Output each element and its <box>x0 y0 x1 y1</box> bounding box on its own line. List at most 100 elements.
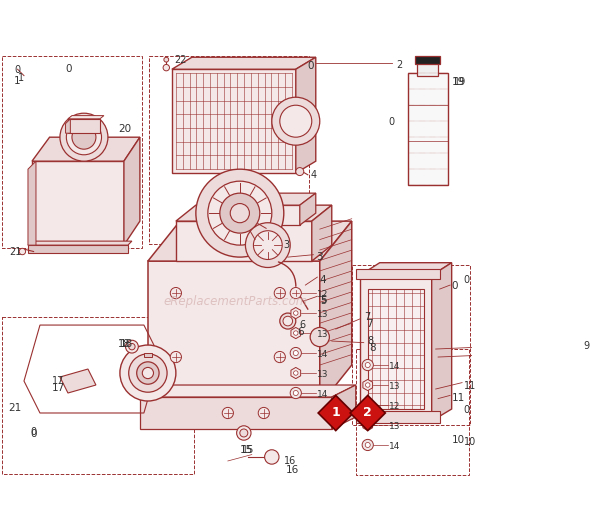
Bar <box>2 317 194 474</box>
Circle shape <box>137 362 159 384</box>
Circle shape <box>293 390 299 396</box>
Circle shape <box>129 344 135 350</box>
Text: 5: 5 <box>320 295 326 305</box>
Text: 0: 0 <box>14 65 21 75</box>
Circle shape <box>171 287 182 298</box>
Polygon shape <box>291 307 301 319</box>
Circle shape <box>142 367 153 379</box>
Polygon shape <box>204 205 300 225</box>
Polygon shape <box>291 367 301 379</box>
Circle shape <box>19 249 25 255</box>
Text: 1: 1 <box>332 407 340 419</box>
Text: 14: 14 <box>389 362 401 371</box>
Circle shape <box>230 203 250 222</box>
Text: 17: 17 <box>52 383 65 392</box>
Text: 0: 0 <box>464 276 470 286</box>
Text: 16: 16 <box>284 456 296 466</box>
Text: 14: 14 <box>317 390 329 399</box>
Polygon shape <box>415 56 441 64</box>
Circle shape <box>362 359 373 371</box>
Text: 1: 1 <box>14 75 21 85</box>
Polygon shape <box>356 269 440 279</box>
Text: 14: 14 <box>389 442 401 451</box>
Polygon shape <box>172 57 316 69</box>
Polygon shape <box>318 396 353 431</box>
Polygon shape <box>363 419 372 431</box>
Polygon shape <box>312 205 332 261</box>
Text: 18: 18 <box>119 339 130 349</box>
Polygon shape <box>140 385 356 397</box>
Text: 3: 3 <box>284 240 290 250</box>
Text: 0: 0 <box>452 281 458 291</box>
Circle shape <box>126 340 138 353</box>
Text: 2: 2 <box>363 407 372 419</box>
Text: 10: 10 <box>452 434 465 444</box>
Circle shape <box>293 350 299 356</box>
Circle shape <box>196 169 284 257</box>
Text: 18: 18 <box>120 339 133 349</box>
Polygon shape <box>408 73 448 185</box>
Circle shape <box>310 328 329 347</box>
Text: 4: 4 <box>320 276 326 286</box>
Polygon shape <box>28 241 132 245</box>
Circle shape <box>365 383 370 387</box>
Polygon shape <box>300 193 316 225</box>
Text: 12: 12 <box>317 290 329 299</box>
Polygon shape <box>363 380 372 391</box>
Circle shape <box>362 399 373 410</box>
Text: 7: 7 <box>364 312 370 322</box>
Text: 6: 6 <box>297 327 304 337</box>
Polygon shape <box>360 263 452 276</box>
Polygon shape <box>124 137 140 245</box>
Circle shape <box>240 429 248 437</box>
Text: 12: 12 <box>389 402 401 411</box>
Circle shape <box>254 231 282 260</box>
Text: 14: 14 <box>317 350 329 359</box>
Text: 11: 11 <box>452 393 465 403</box>
Polygon shape <box>68 116 104 119</box>
Circle shape <box>66 119 101 155</box>
Polygon shape <box>204 193 316 205</box>
Polygon shape <box>148 261 320 405</box>
Text: 3: 3 <box>316 252 322 261</box>
Text: 21: 21 <box>9 246 22 256</box>
Text: 5: 5 <box>320 296 326 306</box>
Circle shape <box>365 442 371 448</box>
Text: 16: 16 <box>286 465 300 475</box>
Text: 19: 19 <box>454 77 466 87</box>
Text: 13: 13 <box>389 422 401 431</box>
Polygon shape <box>144 353 152 357</box>
Polygon shape <box>291 328 301 339</box>
Circle shape <box>72 125 96 149</box>
Bar <box>2 56 142 247</box>
Circle shape <box>222 407 234 418</box>
Circle shape <box>245 222 290 268</box>
Text: 15: 15 <box>242 445 254 455</box>
Text: 13: 13 <box>317 330 329 339</box>
Text: 13: 13 <box>317 370 329 379</box>
Text: 19: 19 <box>452 77 465 87</box>
Circle shape <box>280 105 312 137</box>
Polygon shape <box>60 369 96 393</box>
Circle shape <box>60 113 108 161</box>
Polygon shape <box>432 263 452 421</box>
Circle shape <box>290 287 301 298</box>
Circle shape <box>220 193 260 233</box>
Circle shape <box>362 439 373 451</box>
Circle shape <box>163 64 169 71</box>
Bar <box>356 349 469 475</box>
Text: 13: 13 <box>389 382 401 391</box>
Circle shape <box>120 345 176 401</box>
Text: 9: 9 <box>584 341 589 351</box>
Text: eReplacementParts.com: eReplacementParts.com <box>163 295 308 307</box>
Text: 2: 2 <box>396 59 403 70</box>
Text: 20: 20 <box>119 124 132 134</box>
Text: 17: 17 <box>52 376 64 386</box>
Circle shape <box>290 388 301 399</box>
Text: 8: 8 <box>368 336 374 346</box>
Circle shape <box>78 137 94 153</box>
Polygon shape <box>368 289 424 409</box>
Polygon shape <box>296 57 316 173</box>
Text: 0: 0 <box>464 405 470 415</box>
Bar <box>352 265 470 425</box>
